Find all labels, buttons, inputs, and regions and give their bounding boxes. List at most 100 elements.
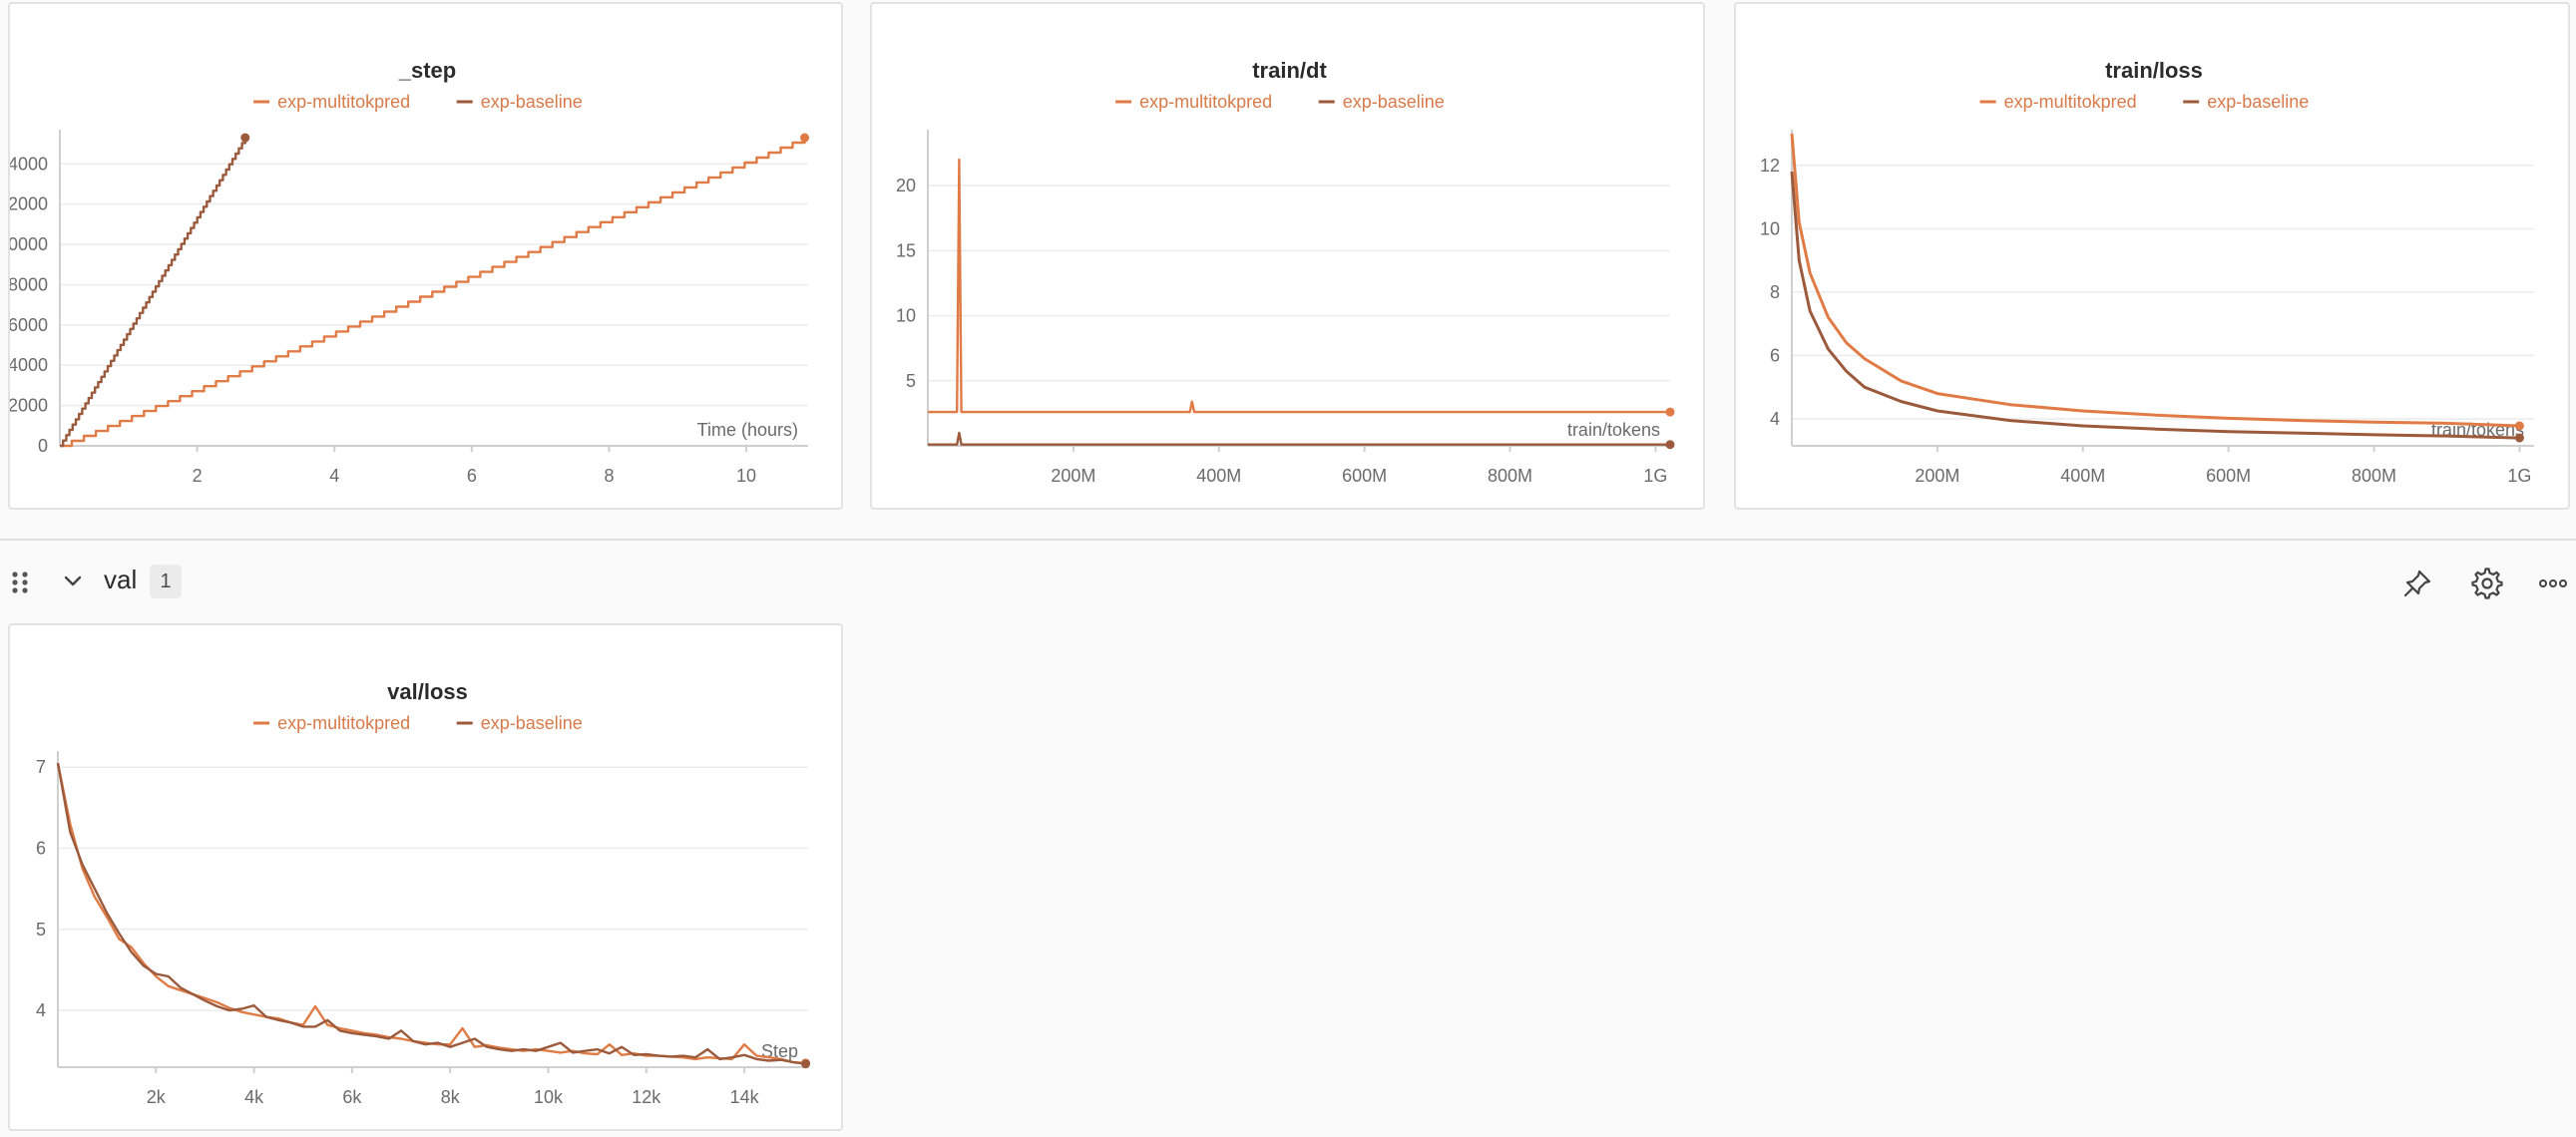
section-header-val: val 1: [0, 555, 2576, 610]
legend-item-exp-baseline[interactable]: exp-baseline: [456, 713, 583, 733]
legend-item-exp-baseline[interactable]: exp-baseline: [1318, 92, 1445, 112]
y-tick-label: 4: [36, 1000, 46, 1020]
y-tick-label: 6000: [10, 315, 48, 335]
series-endpoint-exp-baseline: [801, 1059, 811, 1069]
chart-step: _step exp-multitokpred exp-baseline 0 2000 40…: [10, 58, 810, 486]
series-endpoint-exp-baseline: [1665, 440, 1675, 450]
svg-text:exp-multitokpred: exp-multitokpred: [277, 92, 410, 112]
series-line-exp-multitokpred[interactable]: [56, 762, 806, 1065]
chart-legend: exp-multitokpred exp-baseline: [253, 92, 583, 112]
chart-title: val/loss: [387, 679, 468, 704]
chart-title: train/dt: [1252, 58, 1327, 83]
series-line-exp-baseline[interactable]: [1790, 171, 2520, 440]
x-tick-label: 400M: [1196, 466, 1241, 486]
y-tick-label: 2000: [10, 396, 48, 416]
x-tick-label: 800M: [2352, 466, 2396, 486]
x-tick-label: 10k: [534, 1087, 564, 1107]
y-tick-label: 8000: [10, 274, 48, 294]
y-tick-label: 20: [896, 176, 916, 195]
series-endpoint-exp-baseline: [240, 133, 250, 143]
chart-title: train/loss: [2105, 58, 2203, 83]
y-tick-label: 5: [906, 371, 916, 391]
y-tick-label: 8: [1770, 282, 1780, 302]
series-line-exp-multitokpred[interactable]: [60, 138, 806, 448]
svg-text:exp-multitokpred: exp-multitokpred: [2004, 92, 2137, 112]
y-tick-label: 10: [1760, 218, 1780, 238]
drag-handle-icon[interactable]: [10, 570, 30, 594]
x-tick-label: 1G: [1643, 466, 1667, 486]
legend-item-exp-multitokpred[interactable]: exp-multitokpred: [1979, 92, 2137, 112]
chart-train-loss: train/loss exp-multitokpred exp-baseline 4 6…: [1760, 58, 2534, 486]
series-line-exp-multitokpred[interactable]: [928, 158, 1670, 414]
y-tick-label: 14000: [10, 154, 48, 174]
chart-legend: exp-multitokpred exp-baseline: [1115, 92, 1445, 112]
series-endpoint-exp-multitokpred: [800, 133, 810, 143]
section-panel-count-badge: 1: [150, 565, 182, 598]
x-axis-label: Time (hours): [697, 420, 798, 440]
svg-text:exp-baseline: exp-baseline: [481, 713, 583, 733]
x-tick-label: 200M: [1915, 466, 1959, 486]
y-tick-label: 6: [1770, 345, 1780, 365]
x-tick-label: 2: [193, 466, 203, 486]
gear-icon[interactable]: [2470, 567, 2504, 600]
chart-legend: exp-multitokpred exp-baseline: [1979, 92, 2309, 112]
series-line-exp-baseline[interactable]: [56, 762, 806, 1065]
legend-item-exp-multitokpred[interactable]: exp-multitokpred: [253, 713, 410, 733]
x-tick-label: 12k: [632, 1087, 661, 1107]
chart-title: _step: [398, 58, 456, 83]
y-tick-label: 0: [38, 436, 48, 456]
chart-panel-val-loss[interactable]: val/loss exp-multitokpred exp-baseline 4 5 6 7…: [8, 623, 843, 1131]
y-tick-label: 5: [36, 920, 46, 940]
x-tick-label: 600M: [2206, 466, 2251, 486]
y-tick-label: 4: [1770, 409, 1780, 429]
y-tick-label: 12000: [10, 194, 48, 214]
y-grid: [58, 766, 808, 1011]
x-tick-label: 200M: [1051, 466, 1095, 486]
chart-panel-train-dt[interactable]: train/dt exp-multitokpred exp-baseline 5 10 1…: [870, 2, 1705, 510]
chart-legend: exp-multitokpred exp-baseline: [253, 713, 583, 733]
x-tick-label: 800M: [1488, 466, 1532, 486]
series-endpoint-exp-multitokpred: [2514, 421, 2524, 431]
pin-icon[interactable]: [2400, 567, 2434, 600]
chart-train-dt: train/dt exp-multitokpred exp-baseline 5 10 1…: [896, 58, 1675, 486]
x-tick-label: 2k: [147, 1087, 167, 1107]
more-icon[interactable]: [2536, 567, 2570, 600]
y-tick-label: 12: [1760, 156, 1780, 176]
series-line-exp-baseline[interactable]: [928, 431, 1670, 446]
y-tick-label: 6: [36, 838, 46, 858]
series-endpoint-exp-baseline: [2514, 433, 2524, 443]
x-axis-label: train/tokens: [1567, 420, 1660, 440]
y-tick-label: 10: [896, 306, 916, 326]
svg-text:exp-multitokpred: exp-multitokpred: [1139, 92, 1272, 112]
legend-item-exp-baseline[interactable]: exp-baseline: [2183, 92, 2309, 112]
svg-text:exp-baseline: exp-baseline: [481, 92, 583, 112]
y-grid: [928, 185, 1670, 382]
chart-val-loss: val/loss exp-multitokpred exp-baseline 4 5 6 7…: [36, 679, 811, 1107]
y-tick-label: 7: [36, 757, 46, 777]
legend-item-exp-multitokpred[interactable]: exp-multitokpred: [253, 92, 410, 112]
series-line-exp-multitokpred[interactable]: [1790, 133, 2520, 428]
series-endpoint-exp-multitokpred: [1665, 407, 1675, 417]
x-tick-label: 4: [329, 466, 339, 486]
svg-text:exp-multitokpred: exp-multitokpred: [277, 713, 410, 733]
y-tick-label: 10000: [10, 234, 48, 254]
chevron-down-icon[interactable]: [60, 568, 86, 594]
series-line-exp-baseline[interactable]: [60, 138, 246, 448]
legend-item-exp-baseline[interactable]: exp-baseline: [456, 92, 583, 112]
section-divider: [0, 539, 2576, 541]
x-tick-label: 8k: [441, 1087, 461, 1107]
y-tick-label: 4000: [10, 355, 48, 375]
svg-text:exp-baseline: exp-baseline: [1343, 92, 1445, 112]
x-tick-label: 10: [736, 466, 756, 486]
chart-panel-step[interactable]: _step exp-multitokpred exp-baseline 0 2000 40…: [8, 2, 843, 510]
svg-text:exp-baseline: exp-baseline: [2207, 92, 2309, 112]
y-grid: [60, 163, 808, 447]
x-tick-label: 400M: [2060, 466, 2105, 486]
x-tick-label: 4k: [244, 1087, 264, 1107]
x-tick-label: 6: [467, 466, 477, 486]
chart-panel-train-loss[interactable]: train/loss exp-multitokpred exp-baseline 4 6…: [1734, 2, 2570, 510]
section-title[interactable]: val: [104, 565, 138, 594]
x-tick-label: 14k: [730, 1087, 760, 1107]
x-tick-label: 1G: [2507, 466, 2531, 486]
legend-item-exp-multitokpred[interactable]: exp-multitokpred: [1115, 92, 1272, 112]
